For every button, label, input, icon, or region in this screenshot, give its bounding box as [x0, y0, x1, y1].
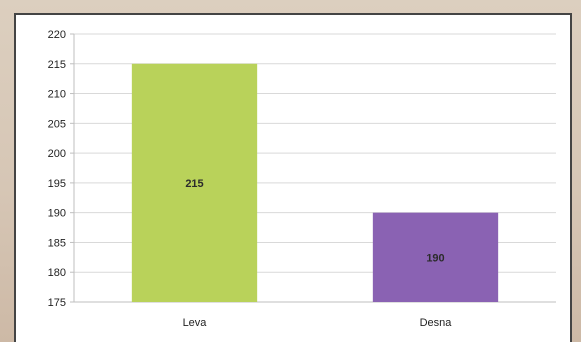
labels: 215 Leva 190 Desna — [183, 178, 453, 329]
data-label: 215 — [185, 178, 203, 190]
bar-desna — [372, 212, 499, 302]
bar-leva — [131, 63, 258, 303]
y-tick-label: 195 — [48, 178, 66, 190]
chart-panel: 175 180 185 190 195 200 205 210 215 220 215 Leva 19… — [14, 13, 572, 342]
y-tick-label: 210 — [48, 89, 66, 101]
x-category-label: Desna — [420, 317, 453, 329]
bars — [131, 63, 499, 303]
y-tick-label: 215 — [48, 59, 66, 71]
data-label: 190 — [426, 252, 444, 264]
x-category-label: Leva — [183, 317, 208, 329]
y-tick-label: 220 — [48, 29, 66, 41]
y-tick-label: 200 — [48, 148, 66, 160]
y-tick-label: 175 — [48, 297, 66, 309]
y-tick-label: 190 — [48, 208, 66, 220]
bar-chart: 175 180 185 190 195 200 205 210 215 220 215 Leva 19… — [48, 29, 556, 329]
y-tick-label: 185 — [48, 237, 66, 249]
y-axis: 175 180 185 190 195 200 205 210 215 220 — [48, 29, 75, 309]
y-tick-label: 180 — [48, 267, 66, 279]
y-tick-label: 205 — [48, 118, 66, 130]
